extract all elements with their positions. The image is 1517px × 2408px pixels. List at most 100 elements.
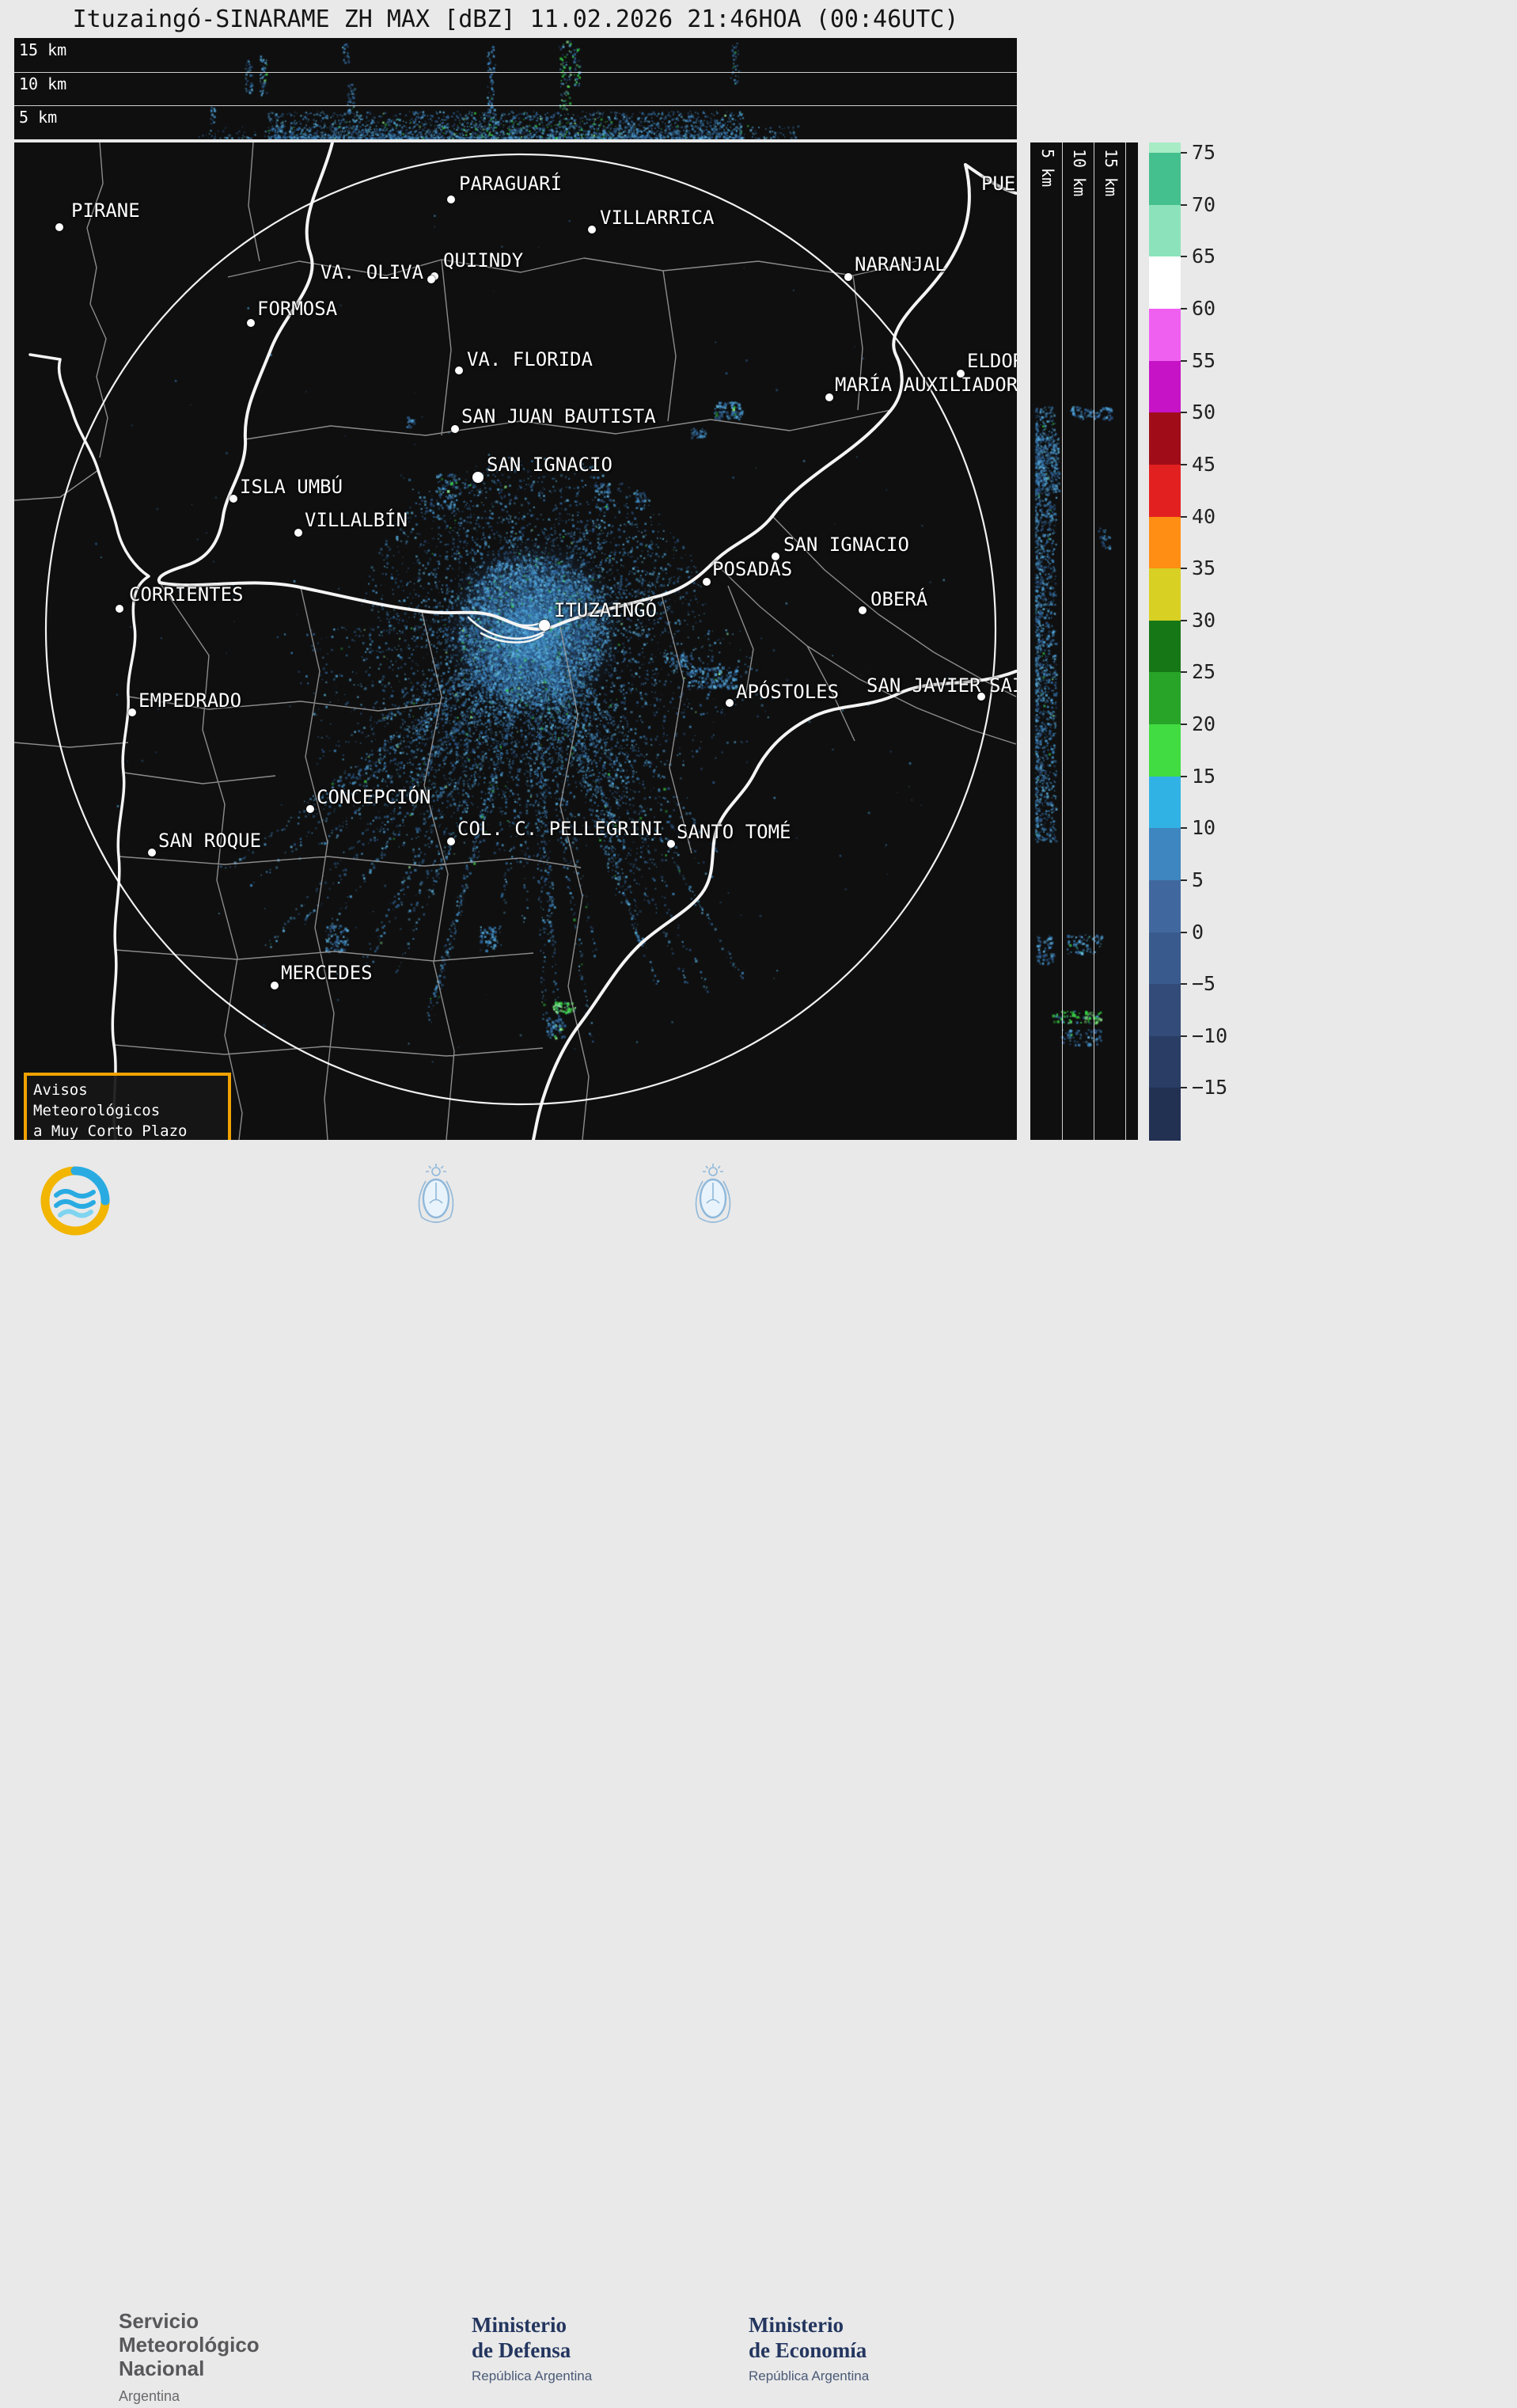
city-dot — [294, 529, 302, 537]
ministry-defensa: Ministerio de Defensa República Argentin… — [472, 2312, 592, 2384]
city-label: VA. OLIVA — [320, 261, 424, 283]
city-label: MERCEDES — [281, 962, 373, 984]
city-dot — [427, 275, 435, 283]
colorbar-tick-label: 0 — [1192, 920, 1204, 944]
colorbar-tick-label: 55 — [1192, 348, 1216, 372]
city-label: FORMOSA — [257, 298, 338, 320]
city-dot — [957, 370, 965, 378]
city-label: PUE — [981, 173, 1016, 195]
city-label: VILLARRICA — [600, 207, 715, 229]
city-label: SAI — [989, 674, 1017, 697]
altitude-label-5km-v: 5 km — [1038, 149, 1057, 188]
coat-of-arms-icon — [695, 1164, 731, 1223]
altitude-gridline-15km-v — [1125, 142, 1126, 1140]
city-label: QUIINDY — [443, 249, 524, 272]
coat-of-arms-icon — [418, 1164, 454, 1223]
colorbar-tick-label: 60 — [1192, 297, 1216, 320]
city-label: SAN IGNACIO — [783, 534, 909, 556]
city-dot — [726, 699, 734, 707]
colorbar-tick-label: 30 — [1192, 608, 1216, 632]
colorbar-band — [1149, 142, 1181, 154]
city-label: COL. C. PELLEGRINI — [457, 818, 664, 840]
city-dot — [703, 578, 711, 586]
range-circle — [44, 153, 997, 1106]
city-dot — [148, 849, 156, 856]
colorbar-band — [1149, 412, 1181, 465]
colorbar-tickmark — [1181, 463, 1187, 465]
colorbar-tickmark — [1181, 983, 1187, 986]
city-label: MARÍA AUXILIADORA — [835, 374, 1017, 396]
colorbar-tick-label: 70 — [1192, 192, 1216, 216]
smn-logo-icon — [40, 1166, 110, 1236]
city-dot — [588, 226, 596, 234]
smn-wordmark: Servicio Meteorológico Nacional Argentin… — [119, 2309, 260, 2408]
colorbar-tickmark — [1181, 619, 1187, 621]
city-dot — [772, 553, 779, 560]
colorbar-band — [1149, 153, 1181, 206]
city-dot — [55, 223, 63, 231]
colorbar-tickmark — [1181, 879, 1187, 881]
colorbar-tick-label: 25 — [1192, 660, 1216, 684]
city-label: SAN ROQUE — [158, 830, 262, 852]
river-parana-braids — [467, 616, 546, 644]
city-dot — [539, 620, 550, 631]
city-label: POSADAS — [712, 558, 793, 580]
altitude-gridline-10km — [14, 72, 1017, 73]
city-dot — [229, 495, 237, 503]
city-dot — [447, 837, 455, 845]
colorbar-band — [1149, 516, 1181, 569]
city-label: OBERÁ — [870, 588, 928, 610]
smn-line-3: Nacional — [119, 2357, 205, 2380]
city-dot — [247, 319, 255, 327]
colorbar-band — [1149, 828, 1181, 881]
ministry-defensa-line-1: Ministerio — [472, 2313, 567, 2337]
city-layer: PIRANE PARAGUARÍ VILLARRICA QUIINDY VA. OLIV… — [14, 142, 1017, 1140]
city-label: VA. FLORIDA — [467, 348, 593, 370]
radar-echo-canvas — [14, 142, 1017, 1140]
altitude-label-10km-v: 10 km — [1070, 149, 1089, 197]
colorbar-tickmark — [1181, 568, 1187, 570]
colorbar-band — [1149, 672, 1181, 725]
notice-line-2: a Muy Corto Plazo — [33, 1122, 188, 1140]
colorbar-band — [1149, 1035, 1181, 1088]
river-parana — [157, 142, 1017, 631]
radar-map-panel: PIRANE PARAGUARÍ VILLARRICA QUIINDY VA. OLIV… — [14, 142, 1017, 1140]
colorbar-tick-label: −5 — [1192, 972, 1216, 996]
colorbar-tickmark — [1181, 412, 1187, 414]
colorbar-band — [1149, 309, 1181, 362]
city-dot — [271, 982, 279, 989]
footer-logos: Servicio Meteorológico Nacional Argentin… — [0, 1140, 1517, 2404]
map-vector-layer — [14, 142, 1017, 1140]
ministry-defensa-line-2: de Defensa — [472, 2338, 571, 2362]
top-cross-section-panel: 15 km 10 km 5 km — [14, 38, 1017, 139]
colorbar-band — [1149, 1088, 1181, 1141]
colorbar-tickmark — [1181, 827, 1187, 830]
colorbar-band — [1149, 204, 1181, 257]
colorbar-tickmark — [1181, 359, 1187, 362]
ministry-economia: Ministerio de Economía República Argenti… — [749, 2312, 869, 2384]
notice-line-1: Avisos Meteorológicos — [33, 1081, 161, 1119]
city-label: PARAGUARÍ — [459, 173, 563, 195]
smn-line-1: Servicio — [119, 2309, 199, 2333]
colorbar-tickmark — [1181, 203, 1187, 206]
colorbar-tick-label: 5 — [1192, 868, 1204, 891]
city-label: PIRANE — [71, 199, 140, 222]
city-label: ISLA UMBÚ — [240, 476, 343, 498]
colorbar-tick-label: 20 — [1192, 712, 1216, 735]
city-label: SANTO TOMÉ — [677, 821, 791, 843]
smn-line-2: Meteorológico — [119, 2333, 260, 2357]
colorbar-tick-label: −10 — [1192, 1024, 1228, 1047]
colorbar-tickmark — [1181, 775, 1187, 777]
city-dot — [859, 606, 867, 614]
altitude-gridline-5km — [14, 105, 1017, 106]
city-dot — [844, 273, 852, 281]
city-label: SAN IGNACIO — [487, 454, 612, 476]
colorbar-tick-label: 75 — [1192, 141, 1216, 165]
right-cross-section-echoes — [1030, 142, 1138, 1140]
top-cross-section-echoes — [14, 38, 1017, 139]
river-uruguay — [532, 670, 1017, 1140]
city-label: CONCEPCIÓN — [317, 786, 431, 808]
colorbar-band — [1149, 724, 1181, 777]
colorbar-tick-label: 35 — [1192, 556, 1216, 580]
dbz-colorbar: 75 70 65 60 55 50 45 40 35 30 25 20 15 10 5 0 −5 −10 −15 — [1149, 141, 1260, 1141]
